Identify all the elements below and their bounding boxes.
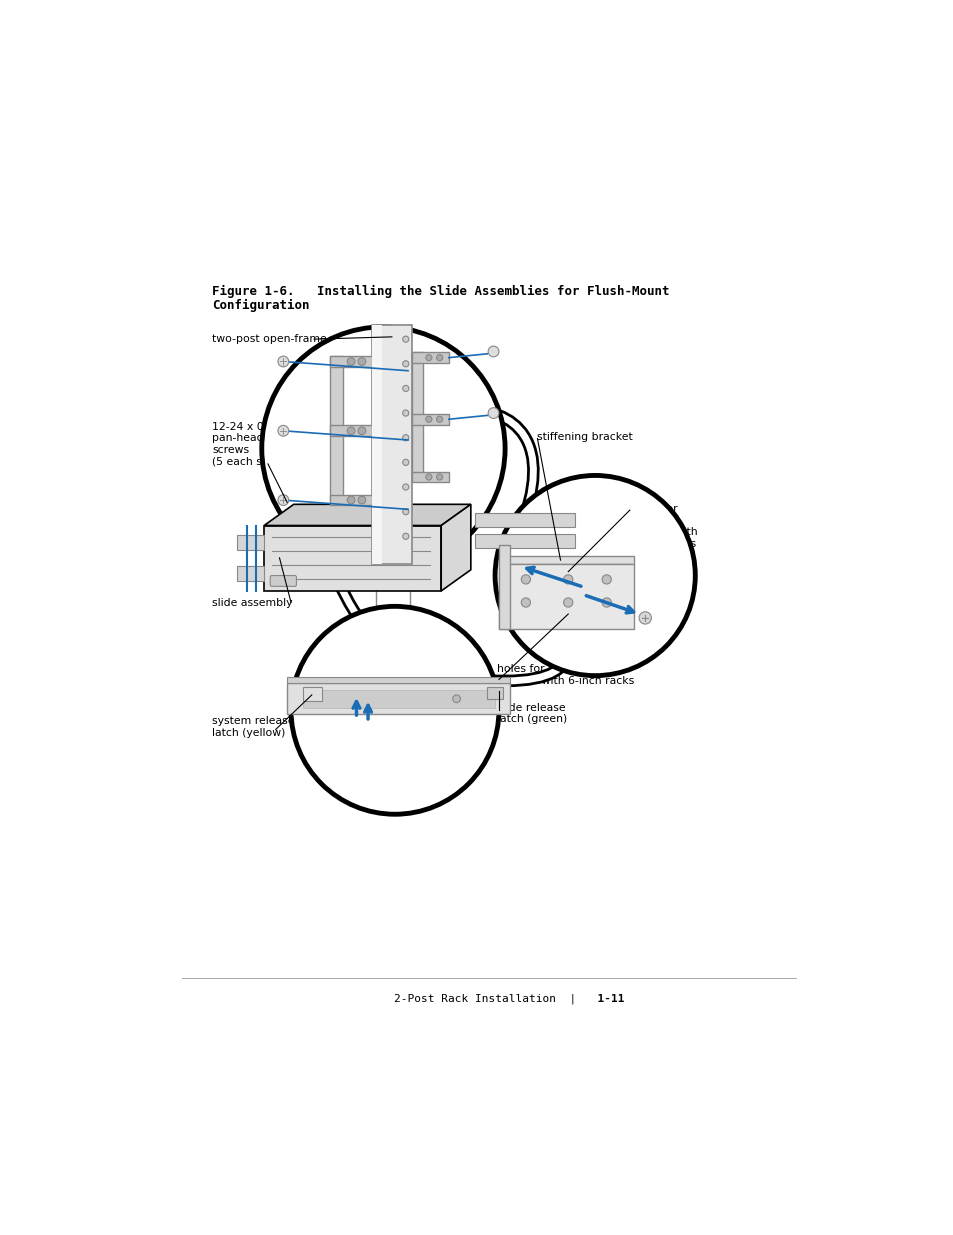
Text: 12-24 x 0.5-inch
pan-head Phillips
screws
(5 each slide): 12-24 x 0.5-inch pan-head Phillips screw… xyxy=(213,421,305,467)
FancyBboxPatch shape xyxy=(475,513,574,526)
Circle shape xyxy=(563,574,572,584)
Circle shape xyxy=(488,346,498,357)
FancyBboxPatch shape xyxy=(329,356,372,367)
Text: holes for stiffening
bracket with 6-inch racks: holes for stiffening bracket with 6-inch… xyxy=(497,664,634,685)
Text: holes for
stiffening
bracket with
3-inch racks: holes for stiffening bracket with 3-inch… xyxy=(629,504,697,548)
Text: slide assembly: slide assembly xyxy=(213,598,293,608)
Circle shape xyxy=(402,534,409,540)
Polygon shape xyxy=(264,504,471,526)
Text: slide release
latch (green): slide release latch (green) xyxy=(497,703,567,724)
Circle shape xyxy=(425,354,432,361)
Circle shape xyxy=(639,611,651,624)
Circle shape xyxy=(520,574,530,584)
Circle shape xyxy=(601,598,611,608)
Circle shape xyxy=(390,664,395,668)
FancyBboxPatch shape xyxy=(372,325,412,564)
Circle shape xyxy=(357,496,365,504)
Circle shape xyxy=(390,637,395,642)
FancyBboxPatch shape xyxy=(498,564,633,630)
Text: 1-11: 1-11 xyxy=(583,994,623,1004)
Circle shape xyxy=(390,692,395,695)
Text: system release
latch (yellow): system release latch (yellow) xyxy=(213,716,294,739)
Circle shape xyxy=(277,425,289,436)
Circle shape xyxy=(261,327,504,571)
Polygon shape xyxy=(440,504,471,592)
FancyBboxPatch shape xyxy=(287,683,510,714)
Text: two-post open-frame rack: two-post open-frame rack xyxy=(213,335,354,345)
Circle shape xyxy=(563,598,572,608)
Circle shape xyxy=(425,474,432,480)
Circle shape xyxy=(277,356,289,367)
Text: 2-Post Rack Installation  |: 2-Post Rack Installation | xyxy=(394,994,576,1004)
FancyBboxPatch shape xyxy=(475,535,574,548)
FancyBboxPatch shape xyxy=(287,677,510,683)
Circle shape xyxy=(402,509,409,515)
Circle shape xyxy=(390,610,395,615)
FancyBboxPatch shape xyxy=(487,687,502,699)
FancyBboxPatch shape xyxy=(498,556,633,564)
Circle shape xyxy=(402,435,409,441)
Circle shape xyxy=(488,408,498,419)
Circle shape xyxy=(402,336,409,342)
FancyBboxPatch shape xyxy=(372,325,381,564)
Circle shape xyxy=(402,361,409,367)
FancyBboxPatch shape xyxy=(329,425,372,436)
Circle shape xyxy=(357,427,365,435)
FancyBboxPatch shape xyxy=(237,535,264,550)
Circle shape xyxy=(520,598,530,608)
Circle shape xyxy=(347,496,355,504)
Circle shape xyxy=(453,695,460,703)
Text: Figure 1-6.   Installing the Slide Assemblies for Flush-Mount: Figure 1-6. Installing the Slide Assembl… xyxy=(213,285,669,299)
Circle shape xyxy=(347,358,355,366)
Circle shape xyxy=(277,495,289,505)
FancyBboxPatch shape xyxy=(412,352,449,363)
FancyBboxPatch shape xyxy=(412,352,422,475)
Circle shape xyxy=(291,606,498,814)
FancyBboxPatch shape xyxy=(302,689,495,708)
Circle shape xyxy=(402,385,409,391)
Text: stiffening bracket: stiffening bracket xyxy=(537,432,633,442)
Circle shape xyxy=(402,484,409,490)
FancyBboxPatch shape xyxy=(302,687,321,701)
FancyBboxPatch shape xyxy=(270,576,296,587)
FancyBboxPatch shape xyxy=(264,526,440,592)
Circle shape xyxy=(495,475,695,676)
Text: Configuration: Configuration xyxy=(213,299,310,312)
Circle shape xyxy=(402,410,409,416)
Circle shape xyxy=(347,427,355,435)
FancyBboxPatch shape xyxy=(498,545,509,630)
Circle shape xyxy=(402,459,409,466)
FancyBboxPatch shape xyxy=(329,356,343,499)
FancyBboxPatch shape xyxy=(329,495,372,505)
FancyBboxPatch shape xyxy=(237,566,264,580)
Circle shape xyxy=(357,358,365,366)
Circle shape xyxy=(425,416,432,422)
Circle shape xyxy=(390,583,395,588)
Circle shape xyxy=(436,354,442,361)
Circle shape xyxy=(436,416,442,422)
FancyBboxPatch shape xyxy=(412,472,449,483)
Circle shape xyxy=(436,474,442,480)
FancyBboxPatch shape xyxy=(412,414,449,425)
Circle shape xyxy=(601,574,611,584)
